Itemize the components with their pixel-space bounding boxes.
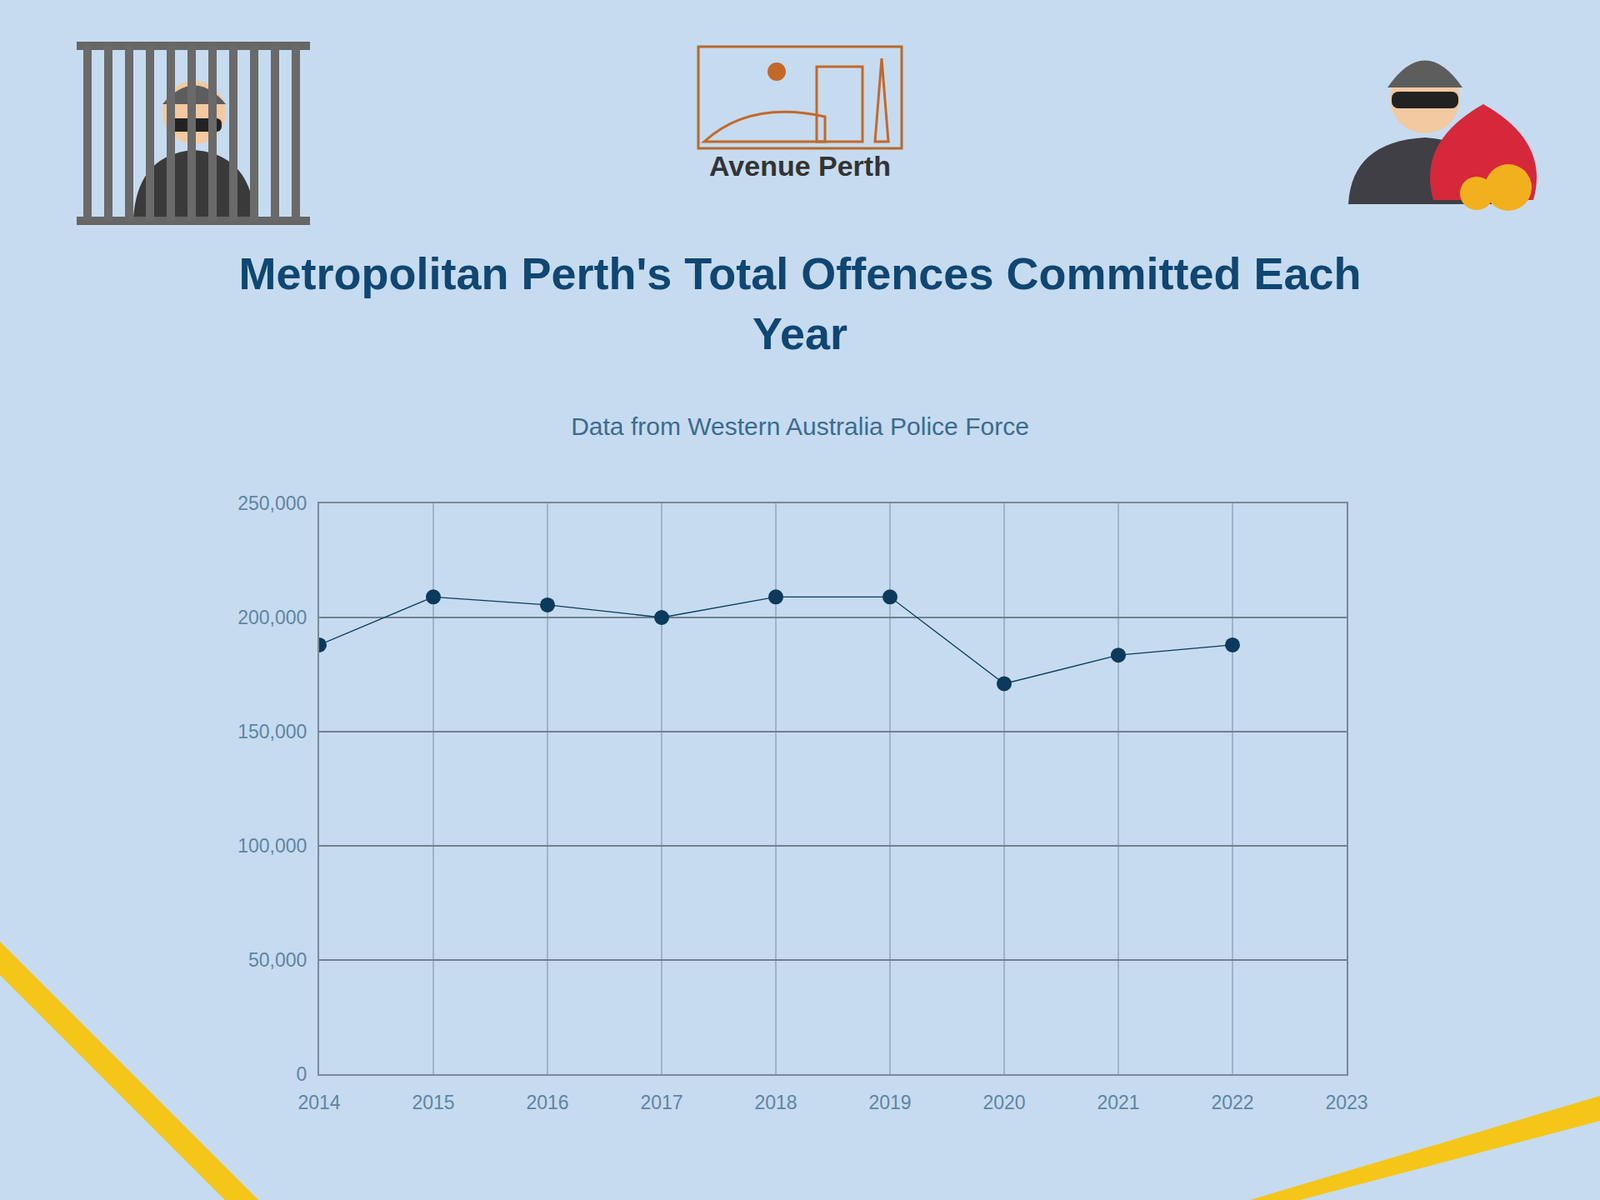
html-text:Data from Western Australia Po: Data from Western Australia Police Force xyxy=(571,412,1029,440)
svg-text:2022: 2022 xyxy=(1210,1091,1254,1114)
svg-text:0: 0 xyxy=(296,1063,308,1085)
html-text:Avenue Perth: Avenue Perth xyxy=(709,150,891,182)
svg-text:2017: 2017 xyxy=(640,1091,683,1114)
svg-text:2021: 2021 xyxy=(1096,1091,1140,1114)
svg-text:250,000: 250,000 xyxy=(237,492,307,515)
svg-text:2014: 2014 xyxy=(297,1091,340,1114)
svg-text:2015: 2015 xyxy=(411,1091,455,1114)
svg-text:2023: 2023 xyxy=(1325,1091,1368,1114)
svg-text:150,000: 150,000 xyxy=(237,720,307,743)
svg-text:50,000: 50,000 xyxy=(248,949,307,971)
svg-text:2016: 2016 xyxy=(525,1091,569,1114)
svg-text:100,000: 100,000 xyxy=(237,835,307,857)
html-text:Metropolitan Perth's Total Off: Metropolitan Perth's Total Offences Comm… xyxy=(238,248,1362,359)
svg-text:2019: 2019 xyxy=(868,1091,911,1114)
svg-text:2018: 2018 xyxy=(754,1091,797,1114)
svg-text:2020: 2020 xyxy=(982,1091,1025,1114)
svg-text:200,000: 200,000 xyxy=(237,606,307,629)
